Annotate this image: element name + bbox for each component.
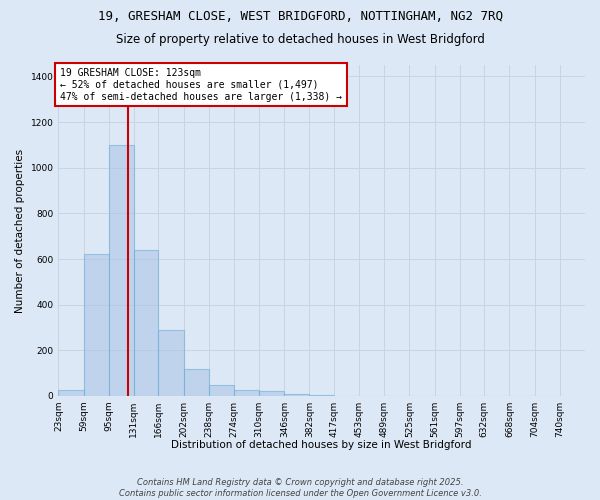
Bar [158, 330, 184, 396]
Text: Contains HM Land Registry data © Crown copyright and database right 2025.
Contai: Contains HM Land Registry data © Crown c… [119, 478, 481, 498]
Bar [83, 254, 109, 396]
Bar [109, 145, 134, 396]
Text: 19, GRESHAM CLOSE, WEST BRIDGFORD, NOTTINGHAM, NG2 7RQ: 19, GRESHAM CLOSE, WEST BRIDGFORD, NOTTI… [97, 10, 503, 23]
Bar [184, 368, 209, 396]
Bar [284, 394, 310, 396]
Bar [58, 390, 83, 396]
Bar [310, 395, 334, 396]
Bar [234, 390, 259, 396]
Bar [209, 384, 234, 396]
X-axis label: Distribution of detached houses by size in West Bridgford: Distribution of detached houses by size … [172, 440, 472, 450]
Y-axis label: Number of detached properties: Number of detached properties [15, 148, 25, 312]
Text: 19 GRESHAM CLOSE: 123sqm
← 52% of detached houses are smaller (1,497)
47% of sem: 19 GRESHAM CLOSE: 123sqm ← 52% of detach… [60, 68, 342, 102]
Text: Size of property relative to detached houses in West Bridgford: Size of property relative to detached ho… [116, 32, 484, 46]
Bar [134, 250, 158, 396]
Bar [259, 392, 284, 396]
